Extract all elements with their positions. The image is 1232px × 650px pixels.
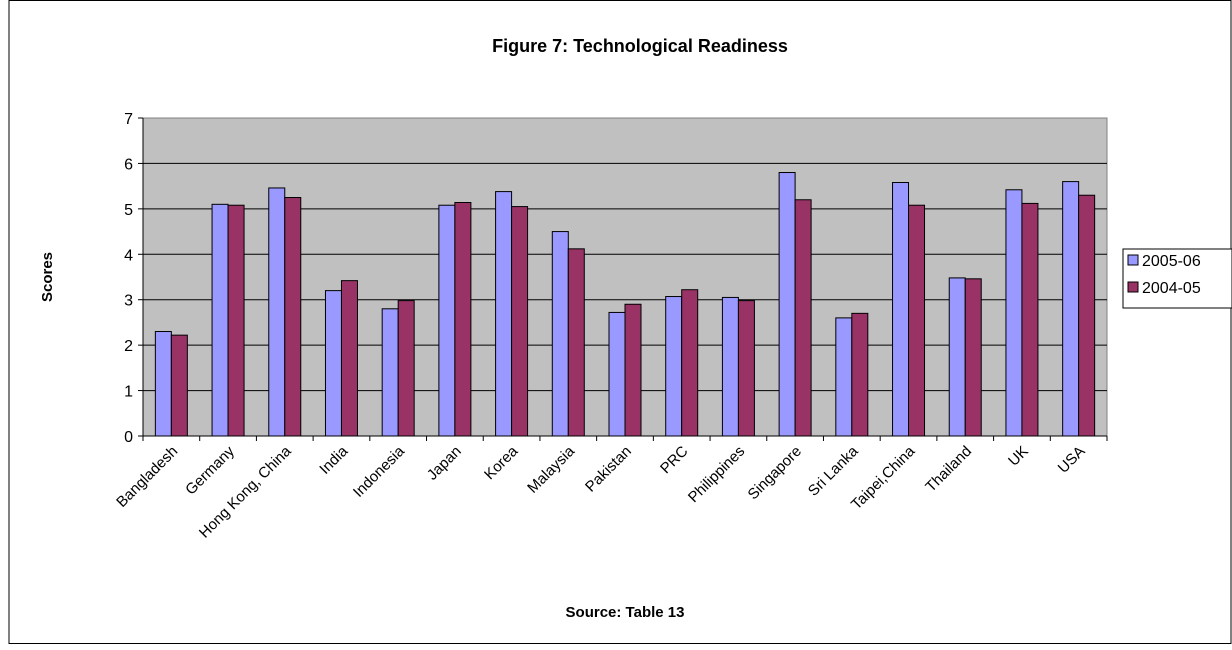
- y-tick-label: 5: [124, 202, 133, 219]
- bar: [454, 201, 472, 437]
- bar: [567, 248, 585, 437]
- bar: [511, 206, 529, 437]
- x-axis-label: Source: Table 13: [566, 604, 685, 621]
- bar: [908, 204, 926, 437]
- y-tick-label: 7: [124, 111, 133, 128]
- bar: [340, 280, 358, 437]
- legend: 2005-06 2004-05: [1122, 248, 1232, 309]
- legend-swatch-2005-06: [1127, 254, 1139, 266]
- y-tick-label: 4: [124, 247, 133, 264]
- bar: [1021, 202, 1039, 437]
- bar: [397, 300, 415, 437]
- legend-label-2004-05: 2004-05: [1142, 280, 1201, 297]
- bar: [324, 290, 342, 437]
- bar: [284, 197, 302, 437]
- y-tick-label: 2: [124, 338, 133, 355]
- bar: [154, 331, 172, 437]
- chart-title: Figure 7: Technological Readiness: [492, 36, 788, 56]
- bar: [964, 278, 982, 437]
- legend-swatch-2004-05: [1127, 281, 1139, 293]
- y-tick-label: 6: [124, 156, 133, 173]
- bar: [851, 312, 869, 437]
- bar: [721, 296, 739, 437]
- bars: [154, 172, 1096, 437]
- bar: [681, 289, 699, 437]
- bar: [892, 182, 910, 437]
- legend-box: [1122, 248, 1232, 309]
- bar: [170, 334, 188, 437]
- y-axis-ticks: 0 1 2 3 4 5 6 7: [124, 111, 143, 446]
- bar: [495, 191, 513, 437]
- bar: [948, 277, 966, 437]
- bar: [268, 187, 286, 437]
- bar: [778, 172, 796, 437]
- bar: [665, 296, 683, 437]
- bar: [1078, 194, 1096, 437]
- y-tick-label: 3: [124, 293, 133, 310]
- bar: [438, 204, 456, 437]
- bar: [794, 199, 812, 437]
- bar: [608, 311, 626, 437]
- bar: [227, 204, 245, 437]
- bar: [381, 308, 399, 437]
- bar: [1062, 181, 1080, 437]
- bar: [211, 203, 229, 437]
- y-tick-label: 0: [124, 429, 133, 446]
- bar: [835, 317, 853, 437]
- bar: [737, 300, 755, 437]
- bar: [551, 231, 569, 437]
- y-tick-label: 1: [124, 384, 133, 401]
- y-axis-label: Scores: [39, 252, 56, 302]
- bar: [624, 303, 642, 437]
- bar: [1005, 189, 1023, 437]
- legend-label-2005-06: 2005-06: [1142, 253, 1201, 270]
